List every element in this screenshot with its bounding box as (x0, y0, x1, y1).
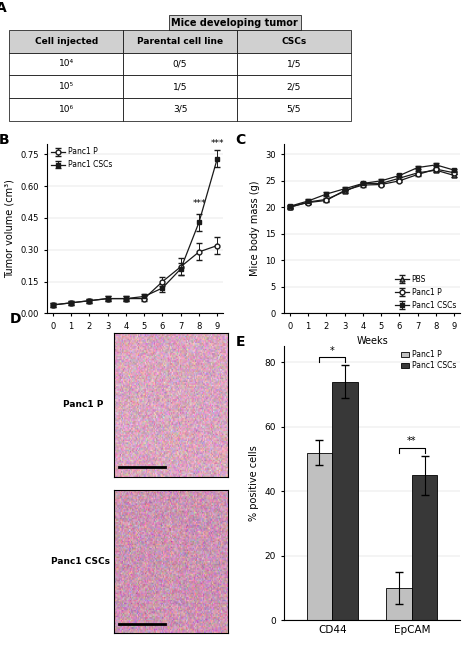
Text: B: B (0, 133, 9, 148)
Legend: Panc1 P, Panc1 CSCs: Panc1 P, Panc1 CSCs (401, 350, 456, 370)
Y-axis label: Mice body mass (g): Mice body mass (g) (250, 181, 260, 276)
Text: *: * (330, 346, 335, 356)
Legend: PBS, Panc1 P, Panc1 CSCs: PBS, Panc1 P, Panc1 CSCs (395, 275, 456, 310)
Text: Panc1 CSCs: Panc1 CSCs (51, 557, 110, 566)
X-axis label: Weeks: Weeks (119, 336, 151, 346)
Bar (386, 588, 412, 620)
Bar (307, 453, 332, 620)
Text: ***: *** (210, 139, 224, 148)
Text: D: D (9, 312, 21, 326)
X-axis label: Weeks: Weeks (356, 336, 388, 346)
Text: A: A (0, 1, 7, 15)
Text: Mice developing tumor: Mice developing tumor (171, 18, 298, 27)
Text: C: C (235, 133, 246, 148)
Y-axis label: % positive cells: % positive cells (249, 445, 259, 521)
Bar (412, 475, 438, 620)
Text: ***: *** (192, 199, 206, 208)
Text: E: E (235, 335, 245, 349)
Text: **: ** (407, 436, 417, 446)
Bar (332, 381, 358, 620)
Text: Panc1 P: Panc1 P (63, 400, 103, 409)
Y-axis label: Tumor volume (cm³): Tumor volume (cm³) (5, 179, 15, 278)
Legend: Panc1 P, Panc1 CSCs: Panc1 P, Panc1 CSCs (51, 148, 112, 169)
